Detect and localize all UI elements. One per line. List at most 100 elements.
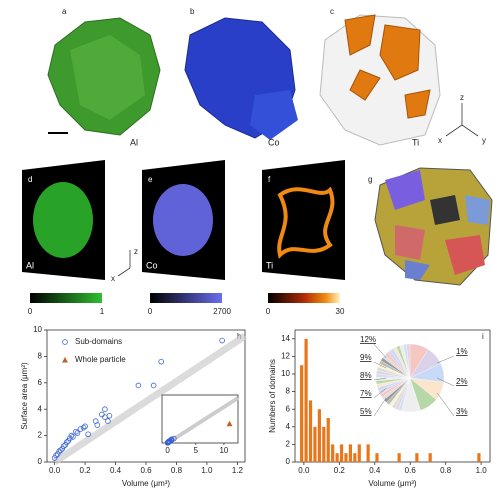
legend-label: Sub-domains xyxy=(75,337,122,346)
point xyxy=(219,337,225,344)
colorbar-min: 0 xyxy=(148,307,153,316)
bar xyxy=(477,453,481,462)
panel-letter: d xyxy=(28,175,32,184)
pie-leader xyxy=(373,397,387,417)
element-label: Ti xyxy=(266,260,273,270)
axis-triad-3d xyxy=(445,103,479,137)
panel-letter: a xyxy=(62,7,67,16)
pie-label: 12% xyxy=(360,335,376,344)
x-tick-label: 0.6 xyxy=(140,466,152,475)
element-label: Co xyxy=(146,260,158,270)
colorbar-min: 0 xyxy=(28,307,33,316)
render-d xyxy=(22,160,105,280)
y-tick-label: 6 xyxy=(38,378,43,387)
point xyxy=(53,452,59,459)
bar xyxy=(353,453,357,462)
x-tick-label: 1.0 xyxy=(476,466,488,475)
point xyxy=(106,412,113,419)
y-tick-label: 8 xyxy=(38,352,43,361)
y-tick-label: 2 xyxy=(38,431,43,440)
pie-leader xyxy=(373,387,387,399)
x-tick-label: 0.0 xyxy=(49,466,61,475)
inset-trend-band xyxy=(166,396,240,445)
y-tick-label: 12 xyxy=(281,352,290,361)
axis-name: y xyxy=(482,136,486,145)
point xyxy=(77,426,84,432)
pie-label: 7% xyxy=(360,389,372,398)
render-g xyxy=(374,167,493,286)
panel-letter: e xyxy=(148,175,153,184)
y-tick-label: 10 xyxy=(33,325,42,334)
legend-marker xyxy=(62,339,68,345)
bar xyxy=(397,453,401,462)
inset-frame xyxy=(161,394,239,444)
bar xyxy=(339,444,344,462)
bar xyxy=(357,444,361,462)
y-tick-label: 14 xyxy=(281,334,290,343)
bar xyxy=(366,444,370,462)
bar xyxy=(375,453,379,462)
y-tick-label: 0 xyxy=(38,457,43,466)
x-tick-label: 1.2 xyxy=(232,466,244,475)
point xyxy=(68,432,75,439)
pie-label: 8% xyxy=(360,371,372,380)
y-tick-label: 0 xyxy=(286,457,291,466)
panel-letter: g xyxy=(368,175,372,184)
x-tick-label: 0.4 xyxy=(369,466,381,475)
bar xyxy=(300,365,304,462)
pie-leader xyxy=(437,355,455,364)
bar xyxy=(317,409,321,462)
element-label: Al xyxy=(130,137,138,147)
pie-inset xyxy=(375,343,445,413)
colorbar xyxy=(30,293,102,303)
inset-x-tick-label: 0 xyxy=(165,446,170,455)
render-f xyxy=(262,160,345,280)
bar xyxy=(415,453,419,462)
pie-leader xyxy=(437,377,455,387)
pie-label: 5% xyxy=(360,407,372,416)
point xyxy=(74,430,81,436)
trend-band xyxy=(52,333,247,465)
point xyxy=(226,420,233,427)
x-axis-label: Volume (μm³) xyxy=(122,479,171,488)
x-tick-label: 0.8 xyxy=(440,466,452,475)
pie-leader xyxy=(373,361,387,369)
x-tick-label: 0.8 xyxy=(171,466,183,475)
pie-slice xyxy=(406,343,411,379)
legend-marker xyxy=(62,357,68,363)
render-b xyxy=(184,17,298,140)
element-label: Co xyxy=(268,137,280,147)
panel-letter: c xyxy=(330,7,334,16)
bar xyxy=(308,400,313,462)
point xyxy=(94,422,101,428)
element-label: Ti xyxy=(412,137,419,147)
element-label: Al xyxy=(26,260,34,270)
y-axis-label: Numbers of domains xyxy=(268,359,277,433)
pie-leader xyxy=(436,392,455,417)
inset-x-tick-label: 10 xyxy=(219,446,228,455)
render-a xyxy=(47,17,161,136)
point xyxy=(73,428,79,435)
point xyxy=(105,418,111,424)
pie-label: 1% xyxy=(456,347,468,356)
render-e xyxy=(142,160,225,280)
colorbar-min: 0 xyxy=(266,307,271,316)
panel-letter: f xyxy=(268,175,271,184)
point xyxy=(135,382,142,389)
point xyxy=(80,424,87,431)
axis-name: x xyxy=(438,136,442,145)
axis-name: z xyxy=(134,247,138,256)
colorbar-max: 30 xyxy=(336,307,345,316)
pie-label: 2% xyxy=(456,377,468,386)
colorbar-max: 2700 xyxy=(213,307,231,316)
bar xyxy=(313,426,317,462)
colorbar-max: 1 xyxy=(100,307,105,316)
y-tick-label: 2 xyxy=(286,440,291,449)
x-tick-label: 0.2 xyxy=(80,466,92,475)
x-tick-label: 1.0 xyxy=(201,466,213,475)
bar xyxy=(428,453,432,462)
point xyxy=(82,423,88,430)
point xyxy=(102,406,108,413)
y-tick-label: 4 xyxy=(286,422,291,431)
x-axis-label: Volume (μm³) xyxy=(368,479,417,488)
